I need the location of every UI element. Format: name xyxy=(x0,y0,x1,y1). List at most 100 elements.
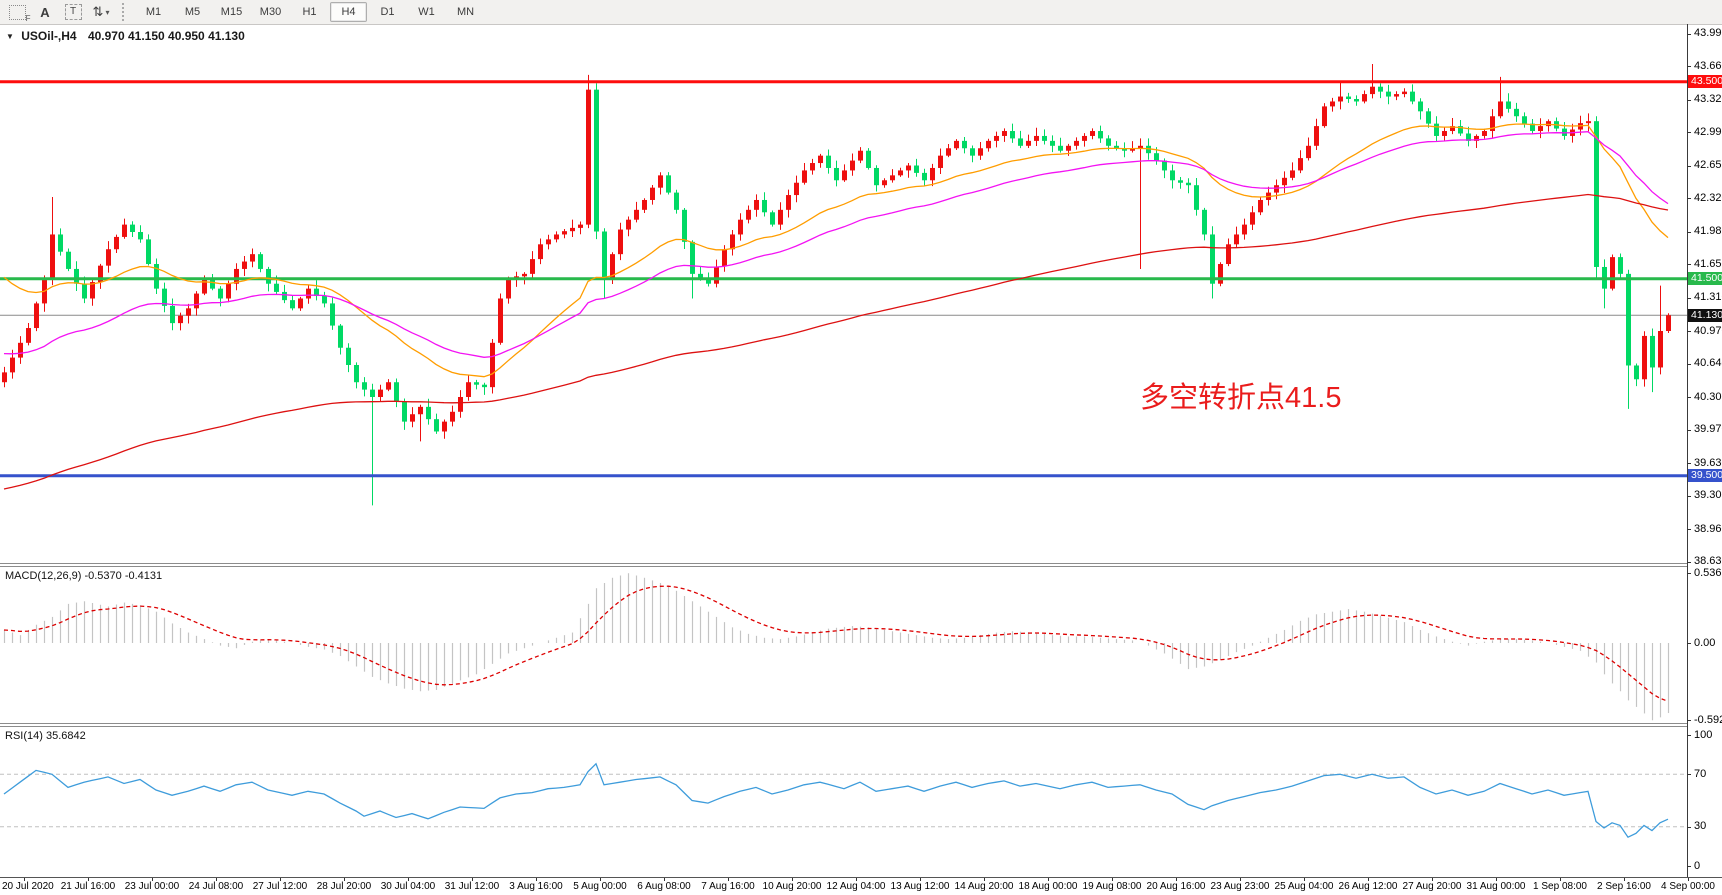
arrow-objects-icon[interactable]: ⇅ ▾ xyxy=(88,1,114,23)
main-chart-surface[interactable] xyxy=(0,25,1687,563)
panel-separator[interactable] xyxy=(0,563,1687,564)
time-axis-label: 24 Jul 08:00 xyxy=(188,881,244,892)
price-axis-label: 40.640 xyxy=(1694,357,1722,369)
candle-body xyxy=(498,298,503,343)
candle-body xyxy=(354,364,359,383)
candle-body xyxy=(402,401,407,422)
candle-body xyxy=(1178,180,1183,183)
candle-body xyxy=(898,170,903,176)
candle-body xyxy=(842,170,847,181)
candle-body xyxy=(162,288,167,306)
timeframe-button-m5[interactable]: M5 xyxy=(184,6,201,18)
time-axis-label: 10 Aug 20:00 xyxy=(762,881,822,892)
candle-body xyxy=(466,382,471,398)
candle-body xyxy=(418,406,423,415)
time-axis-label: 1 Sep 08:00 xyxy=(1533,881,1587,892)
rsi-panel-surface[interactable] xyxy=(0,727,1687,877)
candle-body xyxy=(578,224,583,228)
candle-body xyxy=(1466,133,1471,141)
axis-tick xyxy=(1687,774,1691,776)
panel-separator[interactable] xyxy=(0,723,1687,724)
dock-grid-icon[interactable]: F xyxy=(4,1,31,23)
candle-body xyxy=(1458,126,1463,134)
candle-body xyxy=(938,155,943,168)
time-tick xyxy=(1624,878,1625,881)
rsi-line xyxy=(3,762,1669,839)
time-tick xyxy=(24,878,25,881)
time-axis-label: 30 Jul 04:00 xyxy=(380,881,436,892)
axis-tick xyxy=(1687,363,1691,365)
macd-panel-surface[interactable] xyxy=(0,567,1687,723)
candle-body xyxy=(922,172,927,181)
candle-body xyxy=(1498,101,1503,117)
candle-body xyxy=(2,372,7,383)
time-axis-label: 13 Aug 12:00 xyxy=(890,881,950,892)
candle-body xyxy=(1114,145,1119,149)
candle-body xyxy=(298,298,303,309)
annotation-text[interactable]: 多空转折点41.5 xyxy=(1140,382,1342,414)
price-axis-label: 41.310 xyxy=(1694,291,1722,303)
candle-body xyxy=(114,236,119,250)
candle-body xyxy=(1618,257,1623,274)
candle-body xyxy=(1666,315,1671,332)
candle-body xyxy=(1106,138,1111,146)
timeframe-button-m15[interactable]: M15 xyxy=(220,6,243,18)
candle-body xyxy=(482,384,487,388)
candle-body xyxy=(130,224,135,232)
time-axis-label: 6 Aug 08:00 xyxy=(637,881,691,892)
candle-body xyxy=(274,283,279,292)
time-tick xyxy=(216,878,217,881)
ma-mid-line xyxy=(3,131,1669,358)
candle-body xyxy=(850,160,855,171)
timeframe-button-h4[interactable]: H4 xyxy=(330,2,367,22)
candle-body xyxy=(434,419,439,432)
candle-body xyxy=(682,209,687,242)
chart-menu-triangle-icon: ▼ xyxy=(6,32,14,41)
candle-body xyxy=(1506,101,1511,109)
timeframe-button-d1[interactable]: D1 xyxy=(380,6,395,18)
candle-body xyxy=(74,268,79,284)
candle-body xyxy=(1042,135,1047,141)
chart-ohlc-values: 40.970 41.150 40.950 41.130 xyxy=(87,29,245,43)
chart-symbol-label: USOil-,H4 xyxy=(21,29,77,43)
candle-body xyxy=(1354,99,1359,102)
font-a-icon[interactable]: A xyxy=(32,1,58,23)
ma-fast-line xyxy=(3,123,1669,378)
candle-body xyxy=(562,231,567,235)
candle-body xyxy=(194,293,199,309)
candle-body xyxy=(1170,170,1175,181)
text-label-icon[interactable]: T xyxy=(60,1,86,23)
panel-separator[interactable] xyxy=(0,726,1687,727)
candle-body xyxy=(1098,131,1103,139)
candle-body xyxy=(914,165,919,173)
price-badge: 43.500 xyxy=(1688,75,1722,89)
candle-body xyxy=(1538,126,1543,132)
timeframe-button-m1[interactable]: M1 xyxy=(145,6,162,18)
axis-tick xyxy=(1687,132,1691,133)
timeframe-button-h1[interactable]: H1 xyxy=(302,6,317,18)
panel-separator[interactable] xyxy=(0,566,1687,567)
time-axis-label: 3 Aug 16:00 xyxy=(509,881,563,892)
time-axis-label: 19 Aug 08:00 xyxy=(1082,881,1142,892)
candle-body xyxy=(858,150,863,161)
candle-body xyxy=(26,328,31,343)
timeframe-button-mn[interactable]: MN xyxy=(456,6,475,18)
candle-body xyxy=(1122,148,1127,151)
candle-body xyxy=(802,170,807,183)
time-tick xyxy=(984,878,985,881)
time-axis-label: 4 Sep 00:00 xyxy=(1661,881,1715,892)
timeframe-button-m30[interactable]: M30 xyxy=(259,6,282,18)
candle-body xyxy=(978,148,983,156)
time-axis[interactable]: 20 Jul 2020 21 Jul 16:00 23 Jul 00:00 24 Ju… xyxy=(0,877,1722,895)
candle-body xyxy=(370,389,375,398)
timeframe-button-w1[interactable]: W1 xyxy=(418,6,435,18)
candle-body xyxy=(50,234,55,279)
candle-body xyxy=(506,278,511,299)
price-badge: 41.130 xyxy=(1688,308,1722,322)
candle-body xyxy=(1514,108,1519,117)
candle-body xyxy=(1050,140,1055,146)
candle-body xyxy=(1370,86,1375,95)
axis-tick xyxy=(1687,529,1691,530)
candle-body xyxy=(410,414,415,422)
axis-tick xyxy=(1687,720,1691,722)
